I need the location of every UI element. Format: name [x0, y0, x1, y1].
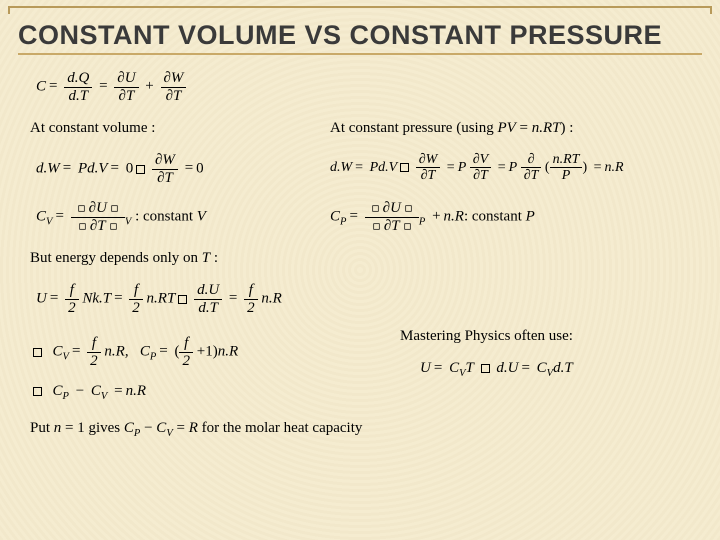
slide-border [8, 6, 712, 14]
eq-internal-energy: U= f2 Nk.T= f2 n.RT d.Ud.T = f2 n.R [36, 282, 282, 316]
eq-cv-cp-values: CV= f2 n.R, CP= (f2 +1)n.R [30, 335, 238, 369]
eq-dw-constant-p: d.W= Pd.V ∂W∂T =P ∂V∂T =P ∂∂T (n.RTP) =n… [330, 152, 624, 184]
slide-title: CONSTANT VOLUME VS CONSTANT PRESSURE [18, 20, 702, 55]
content-area: C= d.Qd.T = ∂U∂T + ∂W∂T At constant volu… [30, 70, 700, 530]
text-mastering-physics: Mastering Physics often use: [400, 328, 573, 345]
slide: CONSTANT VOLUME VS CONSTANT PRESSURE C= … [0, 0, 720, 540]
eq-dw-constant-v: d.W= Pd.V= 0 ∂W∂T =0 [36, 152, 204, 186]
eq-cv-definition: CV= ∂U∂TV : constant V [36, 200, 206, 234]
text-molar-heat-capacity: Put n = 1 gives CP − CV = R for the mola… [30, 420, 362, 439]
eq-mastering-physics: U= CVT d.U= CVd.T [420, 360, 573, 379]
heading-constant-volume: At constant volume : [30, 120, 155, 137]
eq-cp-definition: CP= ∂U∂TP +n.R: constant P [330, 200, 535, 234]
equation-c-definition: C= d.Qd.T = ∂U∂T + ∂W∂T [36, 70, 186, 104]
text-energy-depends-t: But energy depends only on T : [30, 250, 218, 267]
eq-cp-minus-cv: CP − CV =n.R [30, 383, 146, 402]
heading-constant-pressure: At constant pressure (using PV = n.RT) : [330, 120, 573, 137]
